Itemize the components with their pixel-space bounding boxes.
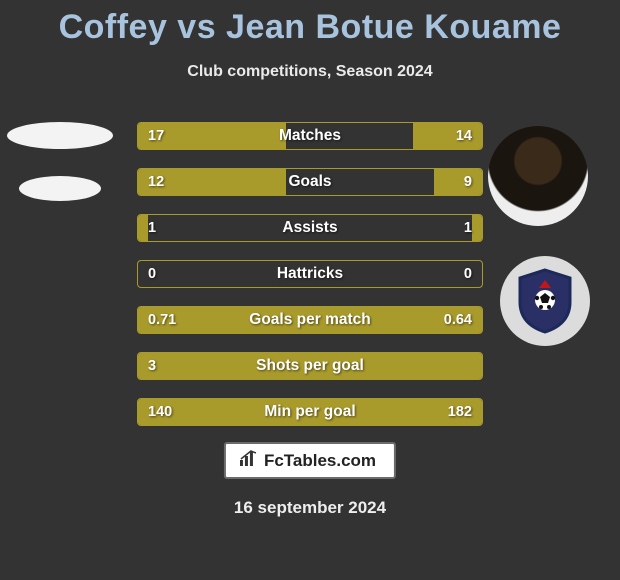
site-name: FcTables.com xyxy=(264,451,376,471)
stat-label: Min per goal xyxy=(264,403,355,421)
stat-label: Hattricks xyxy=(277,265,343,283)
page-subtitle: Club competitions, Season 2024 xyxy=(0,63,620,81)
date-text: 16 september 2024 xyxy=(234,498,386,518)
stat-value-right: 14 xyxy=(456,128,472,144)
shield-icon xyxy=(516,268,574,334)
stat-value-right: 182 xyxy=(448,404,472,420)
player-left-placeholder xyxy=(7,122,113,149)
stat-value-left: 1 xyxy=(148,220,156,236)
stat-value-right: 1 xyxy=(464,220,472,236)
stat-value-left: 140 xyxy=(148,404,172,420)
stat-value-right: 0 xyxy=(464,266,472,282)
stat-row: 1 1 Assists xyxy=(137,214,483,242)
stat-label: Assists xyxy=(282,219,337,237)
stat-label: Goals per match xyxy=(249,311,370,329)
stat-row: 12 9 Goals xyxy=(137,168,483,196)
stat-bar-right xyxy=(472,215,482,241)
stat-value-left: 0.71 xyxy=(148,312,176,328)
stat-value-right: 9 xyxy=(464,174,472,190)
player-right-photo xyxy=(488,126,588,226)
stat-value-left: 3 xyxy=(148,358,156,374)
stat-row: 3 Shots per goal xyxy=(137,352,483,380)
stats-table: 1714Matches129Goals11Assists00Hattricks0… xyxy=(137,122,483,444)
stat-row: 0.71 0.64 Goals per match xyxy=(137,306,483,334)
stat-row: 17 14 Matches xyxy=(137,122,483,150)
player-left-placeholder xyxy=(19,176,101,201)
site-badge: FcTables.com xyxy=(224,442,396,479)
stat-value-right: 0.64 xyxy=(444,312,472,328)
stat-bar-right xyxy=(434,169,482,195)
stat-value-left: 12 xyxy=(148,174,164,190)
stat-label: Goals xyxy=(288,173,331,191)
stat-bar-left xyxy=(138,215,148,241)
page-title: Coffey vs Jean Botue Kouame xyxy=(0,0,620,47)
stat-label: Shots per goal xyxy=(256,357,364,375)
club-badge xyxy=(500,256,590,346)
stat-value-left: 0 xyxy=(148,266,156,282)
bars-icon xyxy=(240,450,258,471)
stat-label: Matches xyxy=(279,127,341,145)
stat-value-left: 17 xyxy=(148,128,164,144)
stat-row: 0 0 Hattricks xyxy=(137,260,483,288)
stat-row: 140 182 Min per goal xyxy=(137,398,483,426)
